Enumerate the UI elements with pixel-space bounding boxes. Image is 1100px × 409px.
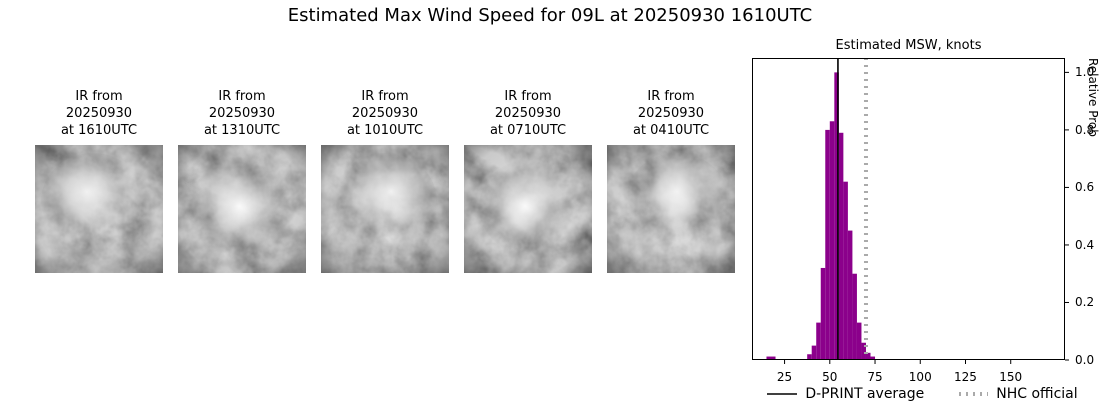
ir-cloud-graphic <box>321 145 449 273</box>
histogram-bar <box>816 322 821 360</box>
ir-satellite-image <box>35 145 163 273</box>
histogram-bar <box>825 129 830 360</box>
ir-caption: IR from 20250930 at 0410UTC <box>632 89 710 138</box>
plot-frame <box>752 58 1065 360</box>
x-tick-label: 150 <box>999 370 1023 384</box>
histogram-bar <box>770 356 776 360</box>
ir-figure-0410utc: IR from 20250930 at 0410UTC <box>607 88 735 273</box>
y-tick-label: 0.6 <box>1075 180 1095 195</box>
y-tick-label: 1.0 <box>1075 65 1095 80</box>
legend-label: NHC official <box>996 386 1078 402</box>
ir-caption: IR from 20250930 at 1010UTC <box>346 89 424 138</box>
ir-figure-1010utc: IR from 20250930 at 1010UTC <box>321 88 449 273</box>
chart-title: Estimated MSW, knots <box>835 38 982 53</box>
histogram-bar <box>870 356 876 360</box>
ir-caption: IR from 20250930 at 1310UTC <box>203 89 281 138</box>
dotted-line-icon <box>959 392 989 396</box>
histogram-bar <box>852 273 857 360</box>
ir-caption: IR from 20250930 at 0710UTC <box>489 89 567 138</box>
histogram-bar <box>843 181 848 360</box>
legend-label: D-PRINT average <box>805 386 925 402</box>
histogram-bar <box>766 356 771 360</box>
ir-cloud-graphic <box>35 145 163 273</box>
ir-image-row: IR from 20250930 at 1610UTC IR from 2025… <box>35 88 735 273</box>
x-tick-label: 125 <box>954 370 977 384</box>
histogram-bar <box>865 352 871 360</box>
chart-legend: D-PRINT average NHC official <box>745 386 1100 402</box>
page-title: Estimated Max Wind Speed for 09L at 2025… <box>287 5 813 26</box>
x-tick-label: 50 <box>822 370 838 384</box>
y-axis-label: Relative Prob <box>1086 58 1100 137</box>
y-tick-label: 0.0 <box>1075 353 1095 367</box>
ir-satellite-image <box>464 145 592 273</box>
histogram-bar <box>834 72 839 360</box>
ir-cloud-graphic <box>178 145 306 273</box>
ir-figure-0710utc: IR from 20250930 at 0710UTC <box>464 88 592 273</box>
histogram-bar <box>807 354 812 360</box>
y-tick-label: 0.2 <box>1075 295 1095 310</box>
ir-satellite-image <box>607 145 735 273</box>
histogram-bar <box>811 345 817 360</box>
x-tick-label: 75 <box>867 370 883 384</box>
histogram-bar <box>847 230 853 360</box>
ir-caption: IR from 20250930 at 1610UTC <box>60 89 138 138</box>
y-tick-label: 0.4 <box>1075 237 1095 252</box>
msw-histogram-chart: Estimated MSW, knots D-PRINT average NHC… <box>745 38 1100 409</box>
histogram-bar <box>820 267 826 360</box>
x-tick-label: 100 <box>908 370 932 384</box>
histogram-plot <box>752 58 1069 364</box>
histogram-bar <box>838 132 844 360</box>
ir-figure-1310utc: IR from 20250930 at 1310UTC <box>178 88 306 273</box>
histogram-bar <box>861 342 866 360</box>
histogram-bar <box>856 322 862 360</box>
solid-line-icon <box>767 393 798 395</box>
ir-cloud-graphic <box>607 145 735 273</box>
ir-satellite-image <box>178 145 306 273</box>
y-tick-label: 0.8 <box>1075 122 1095 137</box>
legend-item-nhc-official: NHC official <box>958 386 1078 402</box>
legend-item-dprint-average: D-PRINT average <box>767 386 924 402</box>
ir-figure-1610utc: IR from 20250930 at 1610UTC <box>35 88 163 273</box>
ir-cloud-graphic <box>464 145 592 273</box>
ir-satellite-image <box>321 145 449 273</box>
x-tick-label: 25 <box>776 370 793 384</box>
histogram-bar <box>829 121 835 361</box>
